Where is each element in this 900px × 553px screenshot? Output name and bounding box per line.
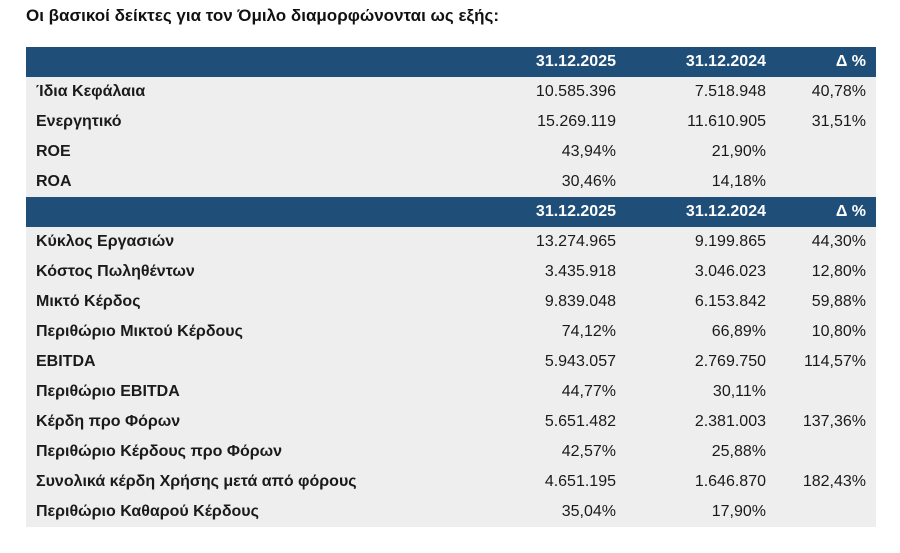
value-delta xyxy=(776,377,876,407)
value-2024: 1.646.870 xyxy=(626,467,776,497)
value-2024: 25,88% xyxy=(626,437,776,467)
table-row: Περιθώριο EBITDA 44,77% 30,11% xyxy=(26,377,876,407)
value-2025: 10.585.396 xyxy=(466,77,626,107)
table-row: Ενεργητικό 15.269.119 11.610.905 31,51% xyxy=(26,107,876,137)
value-delta xyxy=(776,437,876,467)
row-label: Ίδια Κεφάλαια xyxy=(26,77,466,107)
table-row: ROE 43,94% 21,90% xyxy=(26,137,876,167)
value-2024: 14,18% xyxy=(626,167,776,197)
row-label: Κόστος Πωληθέντων xyxy=(26,257,466,287)
row-label: Μικτό Κέρδος xyxy=(26,287,466,317)
value-2025: 42,57% xyxy=(466,437,626,467)
table-header-row: 31.12.2025 31.12.2024 Δ % xyxy=(26,47,876,77)
page-title: Οι βασικοί δείκτες για τον Όμιλο διαμορφ… xyxy=(26,6,499,25)
table-row: Κέρδη προ Φόρων 5.651.482 2.381.003 137,… xyxy=(26,407,876,437)
value-delta: 137,36% xyxy=(776,407,876,437)
value-2024: 66,89% xyxy=(626,317,776,347)
value-delta xyxy=(776,497,876,527)
value-2025: 13.274.965 xyxy=(466,227,626,257)
value-2025: 43,94% xyxy=(466,137,626,167)
header-label-cell xyxy=(26,47,466,77)
header-date-2025: 31.12.2025 xyxy=(466,197,626,227)
table-row: Κύκλος Εργασιών 13.274.965 9.199.865 44,… xyxy=(26,227,876,257)
row-label: Περιθώριο Κέρδους προ Φόρων xyxy=(26,437,466,467)
row-label: Περιθώριο Μικτού Κέρδους xyxy=(26,317,466,347)
table-row: ROA 30,46% 14,18% xyxy=(26,167,876,197)
value-2024: 2.381.003 xyxy=(626,407,776,437)
value-delta: 12,80% xyxy=(776,257,876,287)
value-delta: 40,78% xyxy=(776,77,876,107)
value-2025: 5.651.482 xyxy=(466,407,626,437)
table-row: Συνολικά κέρδη Χρήσης μετά από φόρους 4.… xyxy=(26,467,876,497)
row-label: Περιθώριο EBITDA xyxy=(26,377,466,407)
financial-indicators-table: 31.12.2025 31.12.2024 Δ % Ίδια Κεφάλαια … xyxy=(26,47,876,527)
table-row: EBITDA 5.943.057 2.769.750 114,57% xyxy=(26,347,876,377)
value-2024: 30,11% xyxy=(626,377,776,407)
value-2025: 9.839.048 xyxy=(466,287,626,317)
value-2025: 74,12% xyxy=(466,317,626,347)
value-2025: 44,77% xyxy=(466,377,626,407)
row-label: Συνολικά κέρδη Χρήσης μετά από φόρους xyxy=(26,467,466,497)
value-delta xyxy=(776,137,876,167)
row-label: ROA xyxy=(26,167,466,197)
table-row: Περιθώριο Κέρδους προ Φόρων 42,57% 25,88… xyxy=(26,437,876,467)
value-delta xyxy=(776,167,876,197)
table-row: Ίδια Κεφάλαια 10.585.396 7.518.948 40,78… xyxy=(26,77,876,107)
value-2024: 2.769.750 xyxy=(626,347,776,377)
table-header-row: 31.12.2025 31.12.2024 Δ % xyxy=(26,197,876,227)
value-delta: 10,80% xyxy=(776,317,876,347)
value-2024: 17,90% xyxy=(626,497,776,527)
table-row: Περιθώριο Μικτού Κέρδους 74,12% 66,89% 1… xyxy=(26,317,876,347)
row-label: Κέρδη προ Φόρων xyxy=(26,407,466,437)
header-date-2024: 31.12.2024 xyxy=(626,197,776,227)
value-2024: 6.153.842 xyxy=(626,287,776,317)
table-row: Μικτό Κέρδος 9.839.048 6.153.842 59,88% xyxy=(26,287,876,317)
row-label: Κύκλος Εργασιών xyxy=(26,227,466,257)
table-row: Περιθώριο Καθαρού Κέρδους 35,04% 17,90% xyxy=(26,497,876,527)
value-2025: 15.269.119 xyxy=(466,107,626,137)
value-2025: 5.943.057 xyxy=(466,347,626,377)
value-2024: 3.046.023 xyxy=(626,257,776,287)
row-label: ROE xyxy=(26,137,466,167)
header-label-cell xyxy=(26,197,466,227)
header-delta: Δ % xyxy=(776,47,876,77)
value-delta: 114,57% xyxy=(776,347,876,377)
row-label: Ενεργητικό xyxy=(26,107,466,137)
value-delta: 59,88% xyxy=(776,287,876,317)
value-delta: 182,43% xyxy=(776,467,876,497)
value-2024: 11.610.905 xyxy=(626,107,776,137)
value-2024: 7.518.948 xyxy=(626,77,776,107)
header-date-2025: 31.12.2025 xyxy=(466,47,626,77)
header-date-2024: 31.12.2024 xyxy=(626,47,776,77)
table-row: Κόστος Πωληθέντων 3.435.918 3.046.023 12… xyxy=(26,257,876,287)
value-delta: 44,30% xyxy=(776,227,876,257)
value-2025: 30,46% xyxy=(466,167,626,197)
value-2025: 4.651.195 xyxy=(466,467,626,497)
value-2024: 21,90% xyxy=(626,137,776,167)
value-2025: 35,04% xyxy=(466,497,626,527)
row-label: EBITDA xyxy=(26,347,466,377)
header-delta: Δ % xyxy=(776,197,876,227)
value-2025: 3.435.918 xyxy=(466,257,626,287)
row-label: Περιθώριο Καθαρού Κέρδους xyxy=(26,497,466,527)
value-delta: 31,51% xyxy=(776,107,876,137)
value-2024: 9.199.865 xyxy=(626,227,776,257)
